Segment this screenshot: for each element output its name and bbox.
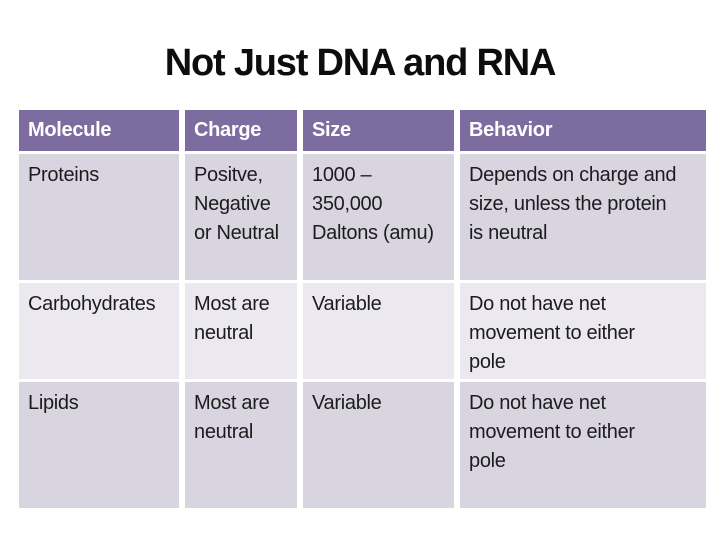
table-cell-lipids-molecule: Lipids bbox=[19, 382, 179, 508]
table-cell-carbohydrates-size: Variable bbox=[303, 283, 454, 379]
table-cell-proteins-molecule: Proteins bbox=[19, 154, 179, 280]
slide-title: Not Just DNA and RNA bbox=[164, 42, 557, 84]
table-cell-carbohydrates-charge: Most are neutral bbox=[185, 283, 297, 379]
table-cell-lipids-behavior: Do not have net movement to either pole bbox=[460, 382, 706, 508]
column-header-charge: Charge bbox=[185, 110, 297, 151]
table-cell-lipids-size: Variable bbox=[303, 382, 454, 508]
column-header-behavior: Behavior bbox=[460, 110, 706, 151]
column-header-size: Size bbox=[303, 110, 454, 151]
table-cell-lipids-charge: Most are neutral bbox=[185, 382, 297, 508]
table-cell-carbohydrates-behavior: Do not have net movement to either pole bbox=[460, 283, 706, 379]
table-cell-proteins-behavior: Depends on charge and size, unless the p… bbox=[460, 154, 706, 280]
table-cell-proteins-size: 1000 – 350,000 Daltons (amu) bbox=[303, 154, 454, 280]
molecule-table: Molecule Charge Size Behavior Proteins P… bbox=[19, 110, 706, 508]
table-cell-carbohydrates-molecule: Carbohydrates bbox=[19, 283, 179, 379]
column-header-molecule: Molecule bbox=[19, 110, 179, 151]
table-cell-proteins-charge: Positve, Negative or Neutral bbox=[185, 154, 297, 280]
